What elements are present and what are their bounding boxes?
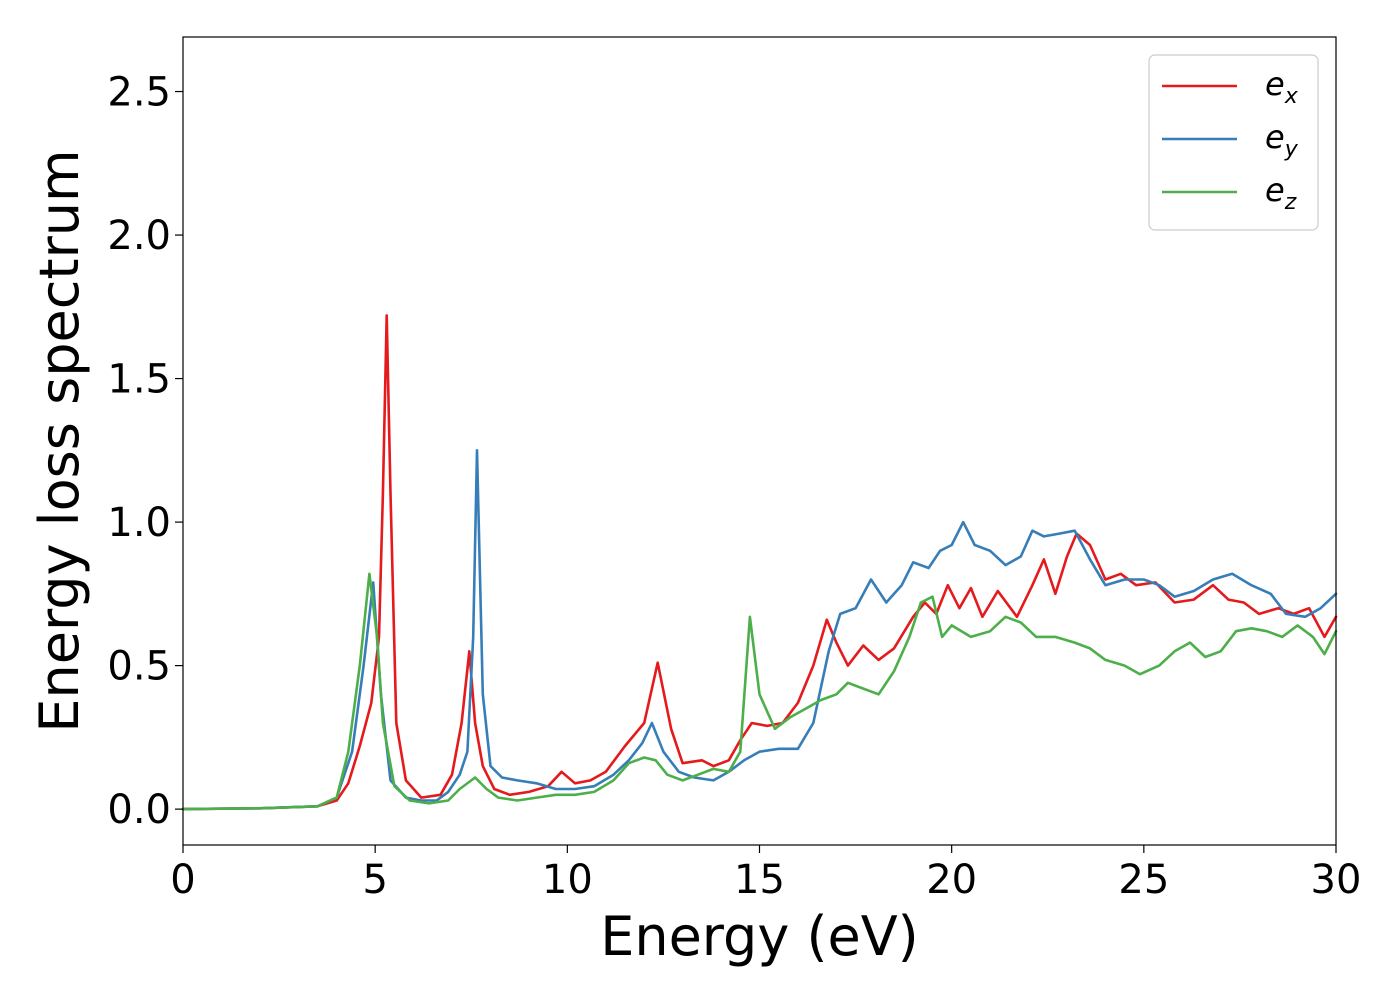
series-layer	[181, 314, 1338, 811]
x-axis: 0 5 10 15 20 25 30	[170, 845, 1361, 903]
legend-box	[1148, 54, 1319, 231]
legend-label-x: ex	[1265, 65, 1299, 109]
y-tick-label: 2.0	[107, 213, 171, 259]
y-tick-label: 1.0	[107, 500, 171, 546]
legend-label-y: ey	[1265, 118, 1299, 162]
x-tick-label: 15	[734, 857, 785, 903]
x-tick-label: 30	[1311, 857, 1362, 903]
legend-label-z: ez	[1265, 171, 1297, 215]
series-line-x	[181, 314, 1338, 811]
y-axis: 0.0 0.5 1.0 1.5 2.0 2.5	[107, 70, 183, 833]
x-tick-label: 5	[362, 857, 387, 903]
y-tick-label: 1.5	[107, 357, 171, 403]
x-tick-label: 25	[1118, 857, 1169, 903]
series-line-z	[181, 572, 1338, 811]
x-tick-label: 0	[170, 857, 195, 903]
series-line-y	[181, 449, 1338, 811]
x-tick-label: 10	[542, 857, 593, 903]
y-axis-label: Energy loss spectrum	[28, 149, 91, 732]
y-tick-label: 0.5	[107, 644, 171, 690]
x-tick-label: 20	[926, 857, 977, 903]
legend: ex ey ez	[1148, 54, 1319, 231]
y-tick-label: 2.5	[107, 70, 171, 116]
x-axis-label: Energy (eV)	[600, 905, 919, 968]
y-tick-label: 0.0	[107, 787, 171, 833]
